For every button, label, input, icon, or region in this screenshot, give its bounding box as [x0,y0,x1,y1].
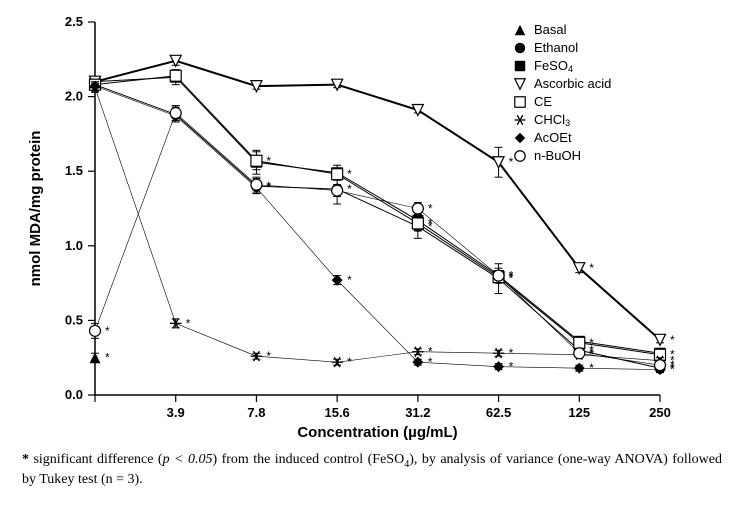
significance-star: * [347,355,352,369]
marker [515,43,525,53]
significance-star: * [428,355,433,369]
marker [332,185,343,196]
significance-star: * [266,154,271,168]
significance-star: * [428,202,433,216]
marker [251,155,262,166]
legend-label: FeSO4 [534,58,573,74]
significance-star: * [509,346,514,360]
significance-star: * [105,324,110,338]
significance-star: * [589,346,594,360]
marker [515,25,525,35]
significance-star: * [589,261,594,275]
x-tick-label: 31.2 [405,405,430,420]
marker [412,203,423,214]
x-tick-label: 250 [649,405,671,420]
legend-label: CE [534,94,552,109]
footnote-p: p < 0.05 [163,452,213,467]
significance-star: * [347,273,352,287]
y-tick-label: 0.0 [65,387,83,402]
marker [90,325,101,336]
line-chart: 0.0 0.5 1.0 1.5 2.0 2.5 nmol MDA/mg protein 3.9… [0,0,744,445]
marker [412,218,423,229]
marker [574,337,585,348]
x-axis-title: Concentration (µg/mL) [297,424,457,441]
significance-star: * [266,349,271,363]
y-tick-label: 1.5 [65,163,83,178]
significance-star: * [266,181,271,195]
marker [574,348,585,359]
marker [170,70,181,81]
marker [515,151,525,161]
footnote: * significant difference (p < 0.05) from… [22,451,722,490]
marker [574,363,585,374]
y-axis-title: nmol MDA/mg protein [27,131,44,287]
significance-star: * [509,155,514,169]
y-tick-label: 0.5 [65,312,83,327]
significance-star: * [509,360,514,374]
legend-label: Basal [534,22,567,37]
significance-star: * [509,269,514,283]
marker [412,105,423,116]
x-tick-label: 62.5 [486,405,511,420]
significance-star: * [589,361,594,375]
x-tick-label: 3.9 [167,405,185,420]
series-acoet [95,86,660,369]
significance-star: * [105,351,110,365]
marker [515,79,525,89]
legend-label: CHCl3 [534,112,570,128]
marker [251,179,262,190]
significance-star: * [670,358,675,372]
significance-star: * [347,167,352,181]
footnote-text-1: significant difference ( [29,452,163,467]
y-tick-label: 2.0 [65,89,83,104]
marker [515,97,525,107]
marker [332,169,343,180]
marker [90,352,101,363]
marker [655,334,666,345]
legend-label: Ascorbic acid [534,76,611,91]
footnote-text-2: ) from the induced control (FeSO [212,452,404,467]
significance-star: * [186,316,191,330]
marker [493,270,504,281]
legend-label: AcOEt [534,130,572,145]
marker [655,360,666,371]
series-ethanol [95,85,660,368]
legend-label: n-BuOH [534,148,581,163]
chart-container: 0.0 0.5 1.0 1.5 2.0 2.5 nmol MDA/mg protein 3.9… [0,0,744,445]
y-tick-label: 2.5 [65,14,83,29]
x-tick-label: 125 [568,405,590,420]
y-tick-label: 1.0 [65,238,83,253]
marker [515,133,525,143]
significance-star: * [670,333,675,347]
marker [515,61,525,71]
x-tick-label: 15.6 [324,405,349,420]
x-tick-label: 7.8 [247,405,265,420]
marker [493,361,504,372]
series-ascorbic [95,61,660,340]
marker [170,108,181,119]
legend-label: Ethanol [534,40,578,55]
footnote-symbol: * [22,452,29,467]
